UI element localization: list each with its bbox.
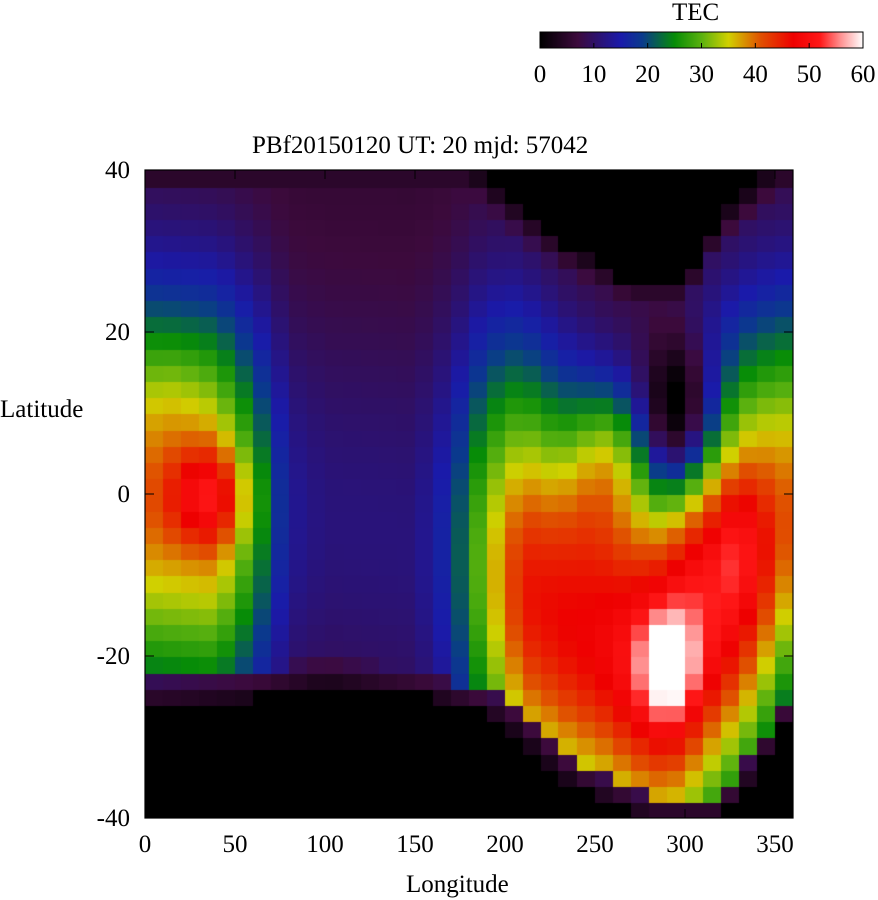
colorbar-gradient — [539, 31, 864, 49]
y-tick-label: 20 — [105, 319, 130, 346]
y-tick-label: 0 — [117, 481, 131, 508]
x-tick-label: 250 — [576, 831, 614, 858]
colorbar-tick-label: 20 — [635, 61, 661, 88]
x-tick-label: 100 — [306, 831, 344, 858]
colorbar-tick-label: 50 — [796, 61, 822, 88]
x-tick-label: 0 — [138, 831, 152, 858]
colorbar-tick-label: 60 — [850, 61, 876, 88]
colorbar-tick-label: 30 — [689, 61, 714, 88]
y-tick-label: -20 — [96, 643, 130, 670]
colorbar-tick-label: 0 — [533, 61, 547, 88]
x-tick-label: 200 — [486, 831, 524, 858]
colorbar-tick-label: 10 — [581, 61, 607, 88]
y-axis-label: Latitude — [0, 396, 84, 423]
x-tick-label: 50 — [222, 831, 248, 858]
y-tick-label: 40 — [105, 157, 130, 184]
x-tick-label: 300 — [666, 831, 704, 858]
x-axis-label: Longitude — [406, 871, 509, 898]
colorbar-tick-label: 40 — [742, 61, 768, 88]
chart-title: PBf20150120 UT: 20 mjd: 57042 — [252, 132, 589, 159]
colorbar-label: TEC — [672, 0, 720, 26]
x-tick-label: 150 — [396, 831, 434, 858]
y-tick-label: -40 — [96, 805, 130, 832]
tec-heatmap — [145, 170, 793, 818]
x-tick-label: 350 — [756, 831, 794, 858]
